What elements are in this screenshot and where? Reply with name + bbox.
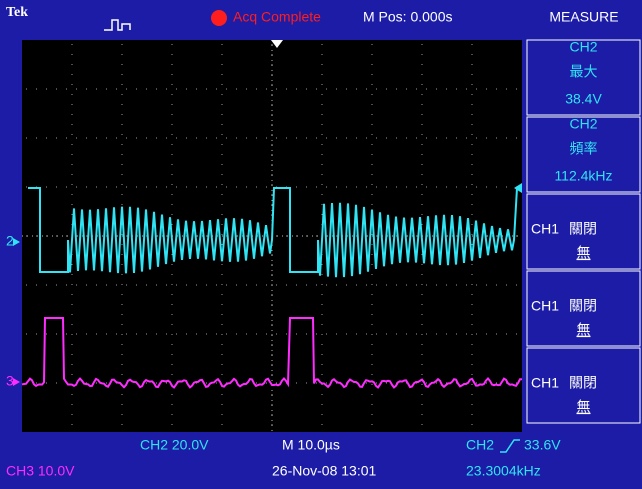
menu-value: 38.4V — [565, 91, 602, 107]
menu-source: CH2 — [569, 39, 597, 55]
menu-source: CH2 — [569, 116, 597, 132]
trigger-source: CH2 — [466, 437, 494, 453]
menu-label: 關閉 — [569, 221, 597, 237]
timebase: M 10.0µs — [282, 437, 340, 453]
datetime: 26-Nov-08 13:01 — [272, 463, 377, 479]
scope-screen: Tek Acq Complete M Pos: 0.000s MEASURE C… — [0, 0, 642, 489]
ch3-scale: CH3 10.0V — [6, 463, 75, 479]
horizontal-position: M Pos: 0.000s — [363, 9, 453, 25]
menu-value: 無 — [577, 322, 591, 338]
ch2-scale: CH2 20.0V — [140, 437, 209, 453]
acq-status: Acq Complete — [233, 9, 321, 25]
menu-label: 關閉 — [569, 375, 597, 391]
menu-source: CH1 — [531, 221, 559, 237]
menu-title: MEASURE — [549, 9, 618, 25]
run-indicator — [211, 10, 227, 26]
trigger-frequency: 23.3004kHz — [466, 463, 541, 479]
trigger-level: 33.6V — [524, 437, 561, 453]
page: Tek Acq Complete M Pos: 0.000s MEASURE C… — [0, 0, 642, 489]
menu-value: 112.4kHz — [554, 168, 612, 184]
menu-value: 無 — [577, 399, 591, 415]
menu-source: CH1 — [531, 375, 559, 391]
menu-source: CH1 — [531, 298, 559, 314]
menu-label: 頻率 — [570, 141, 598, 157]
brand: Tek — [6, 5, 28, 20]
menu-value: 無 — [577, 245, 591, 261]
channel-marker: 2 — [6, 233, 14, 249]
menu-label: 最大 — [570, 64, 598, 80]
channel-marker: 3 — [6, 373, 14, 389]
menu-label: 關閉 — [569, 298, 597, 314]
